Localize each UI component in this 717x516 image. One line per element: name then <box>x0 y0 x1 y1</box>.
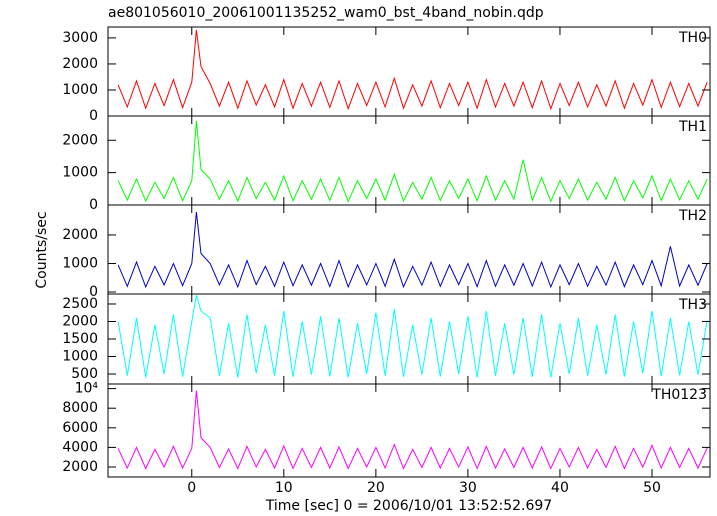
y-tick-label: 4000 <box>62 439 98 455</box>
y-axis-label: Counts/sec <box>34 211 50 288</box>
x-tick-label: 30 <box>459 480 477 496</box>
y-tick-label: 2000 <box>62 227 98 243</box>
series-line <box>117 120 708 203</box>
y-tick-label: 0 <box>89 197 98 213</box>
panel-frame <box>107 26 711 117</box>
series-line <box>117 295 708 378</box>
x-tick-label: 50 <box>643 480 661 496</box>
x-tick-label: 40 <box>551 480 569 496</box>
y-tick-label: 1000 <box>62 349 98 365</box>
y-tick-label: 6000 <box>62 420 98 436</box>
y-tick-label: 2500 <box>62 296 98 312</box>
series-label: TH2 <box>678 208 707 224</box>
y-tick-label: 0 <box>89 108 98 124</box>
y-tick-label: 0 <box>89 284 98 300</box>
y-tick-label: 3000 <box>62 30 98 46</box>
panel-frame <box>107 293 711 385</box>
y-tick-label: 500 <box>71 366 98 382</box>
y-tick-label: 1000 <box>62 165 98 181</box>
series-label: TH0123 <box>651 387 707 403</box>
series-line <box>117 390 708 470</box>
x-tick-label: 0 <box>187 480 196 496</box>
series-label: TH0 <box>678 30 707 46</box>
x-axis-label: Time [sec] 0 = 2006/10/01 13:52:52.697 <box>265 498 552 514</box>
y-tick-label: 1500 <box>62 331 98 347</box>
panel-frame <box>107 383 711 478</box>
x-tick-label: 10 <box>275 480 293 496</box>
series-line <box>117 30 708 111</box>
y-tick-label: 1000 <box>62 255 98 271</box>
y-tick-label: 2000 <box>62 56 98 72</box>
y-tick-label: 2000 <box>62 132 98 148</box>
series-label: TH1 <box>678 119 707 135</box>
panel-frame <box>107 115 711 206</box>
y-tick-label: 10⁴ <box>75 381 99 397</box>
y-tick-label: 2000 <box>62 459 98 475</box>
y-tick-label: 8000 <box>62 400 98 416</box>
panel-frame <box>107 204 711 295</box>
y-tick-label: 2000 <box>62 313 98 329</box>
chart-title: ae801056010_20061001135252_wam0_bst_4ban… <box>108 5 544 21</box>
series-label: TH3 <box>678 297 707 313</box>
series-line <box>117 212 708 289</box>
x-tick-label: 20 <box>367 480 385 496</box>
y-tick-label: 1000 <box>62 82 98 98</box>
